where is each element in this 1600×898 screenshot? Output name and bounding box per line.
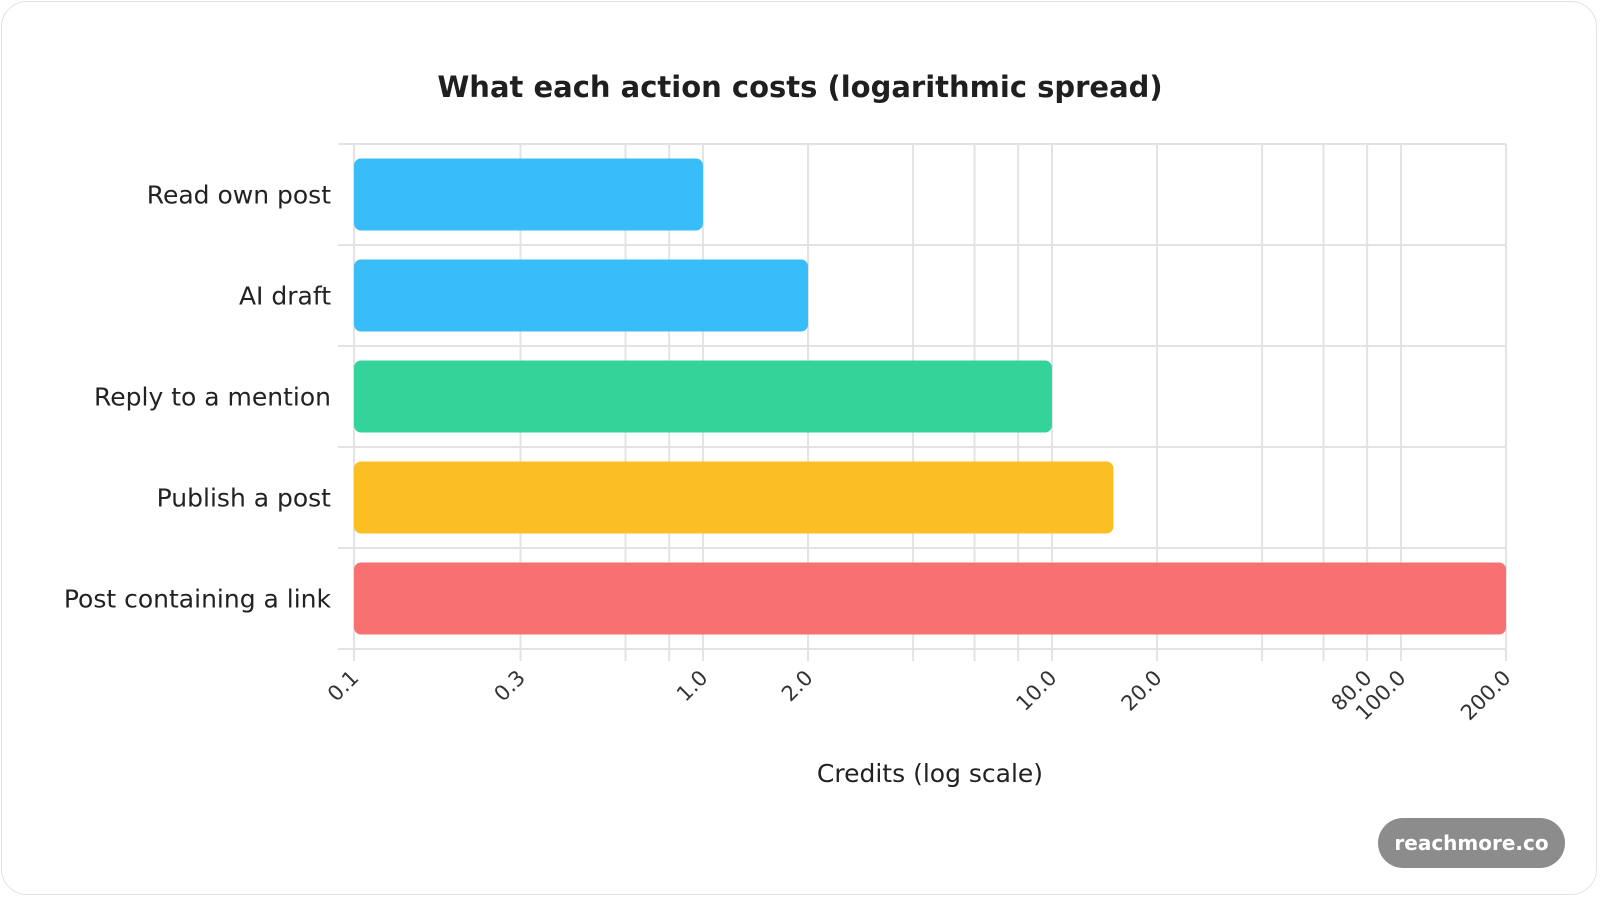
category-labels: Read own post AI draft Reply to a mention P… <box>64 181 332 614</box>
category-label: AI draft <box>239 282 331 311</box>
x-tick-label: 10.0 <box>1011 666 1061 716</box>
x-axis-label: Credits (log scale) <box>817 759 1043 788</box>
chart-title: What each action costs (logarithmic spre… <box>437 70 1162 104</box>
x-tick-label: 20.0 <box>1117 666 1167 716</box>
bar[interactable] <box>354 360 1052 433</box>
category-label: Reply to a mention <box>94 383 331 412</box>
x-tick-label: 2.0 <box>777 666 818 707</box>
brand-badge[interactable]: reachmore.co <box>1378 818 1565 868</box>
category-label: Publish a post <box>157 484 332 513</box>
x-tick-label: 1.0 <box>672 666 713 707</box>
x-tick-label: 0.3 <box>489 666 530 707</box>
x-tick-label: 200.0 <box>1456 666 1515 725</box>
bars <box>354 158 1506 635</box>
category-label: Post containing a link <box>64 585 332 614</box>
category-label: Read own post <box>147 181 331 210</box>
bar[interactable] <box>354 461 1114 534</box>
bar[interactable] <box>354 562 1506 635</box>
bar[interactable] <box>354 259 809 332</box>
x-tick-label: 0.1 <box>323 666 364 707</box>
bar[interactable] <box>354 158 703 231</box>
